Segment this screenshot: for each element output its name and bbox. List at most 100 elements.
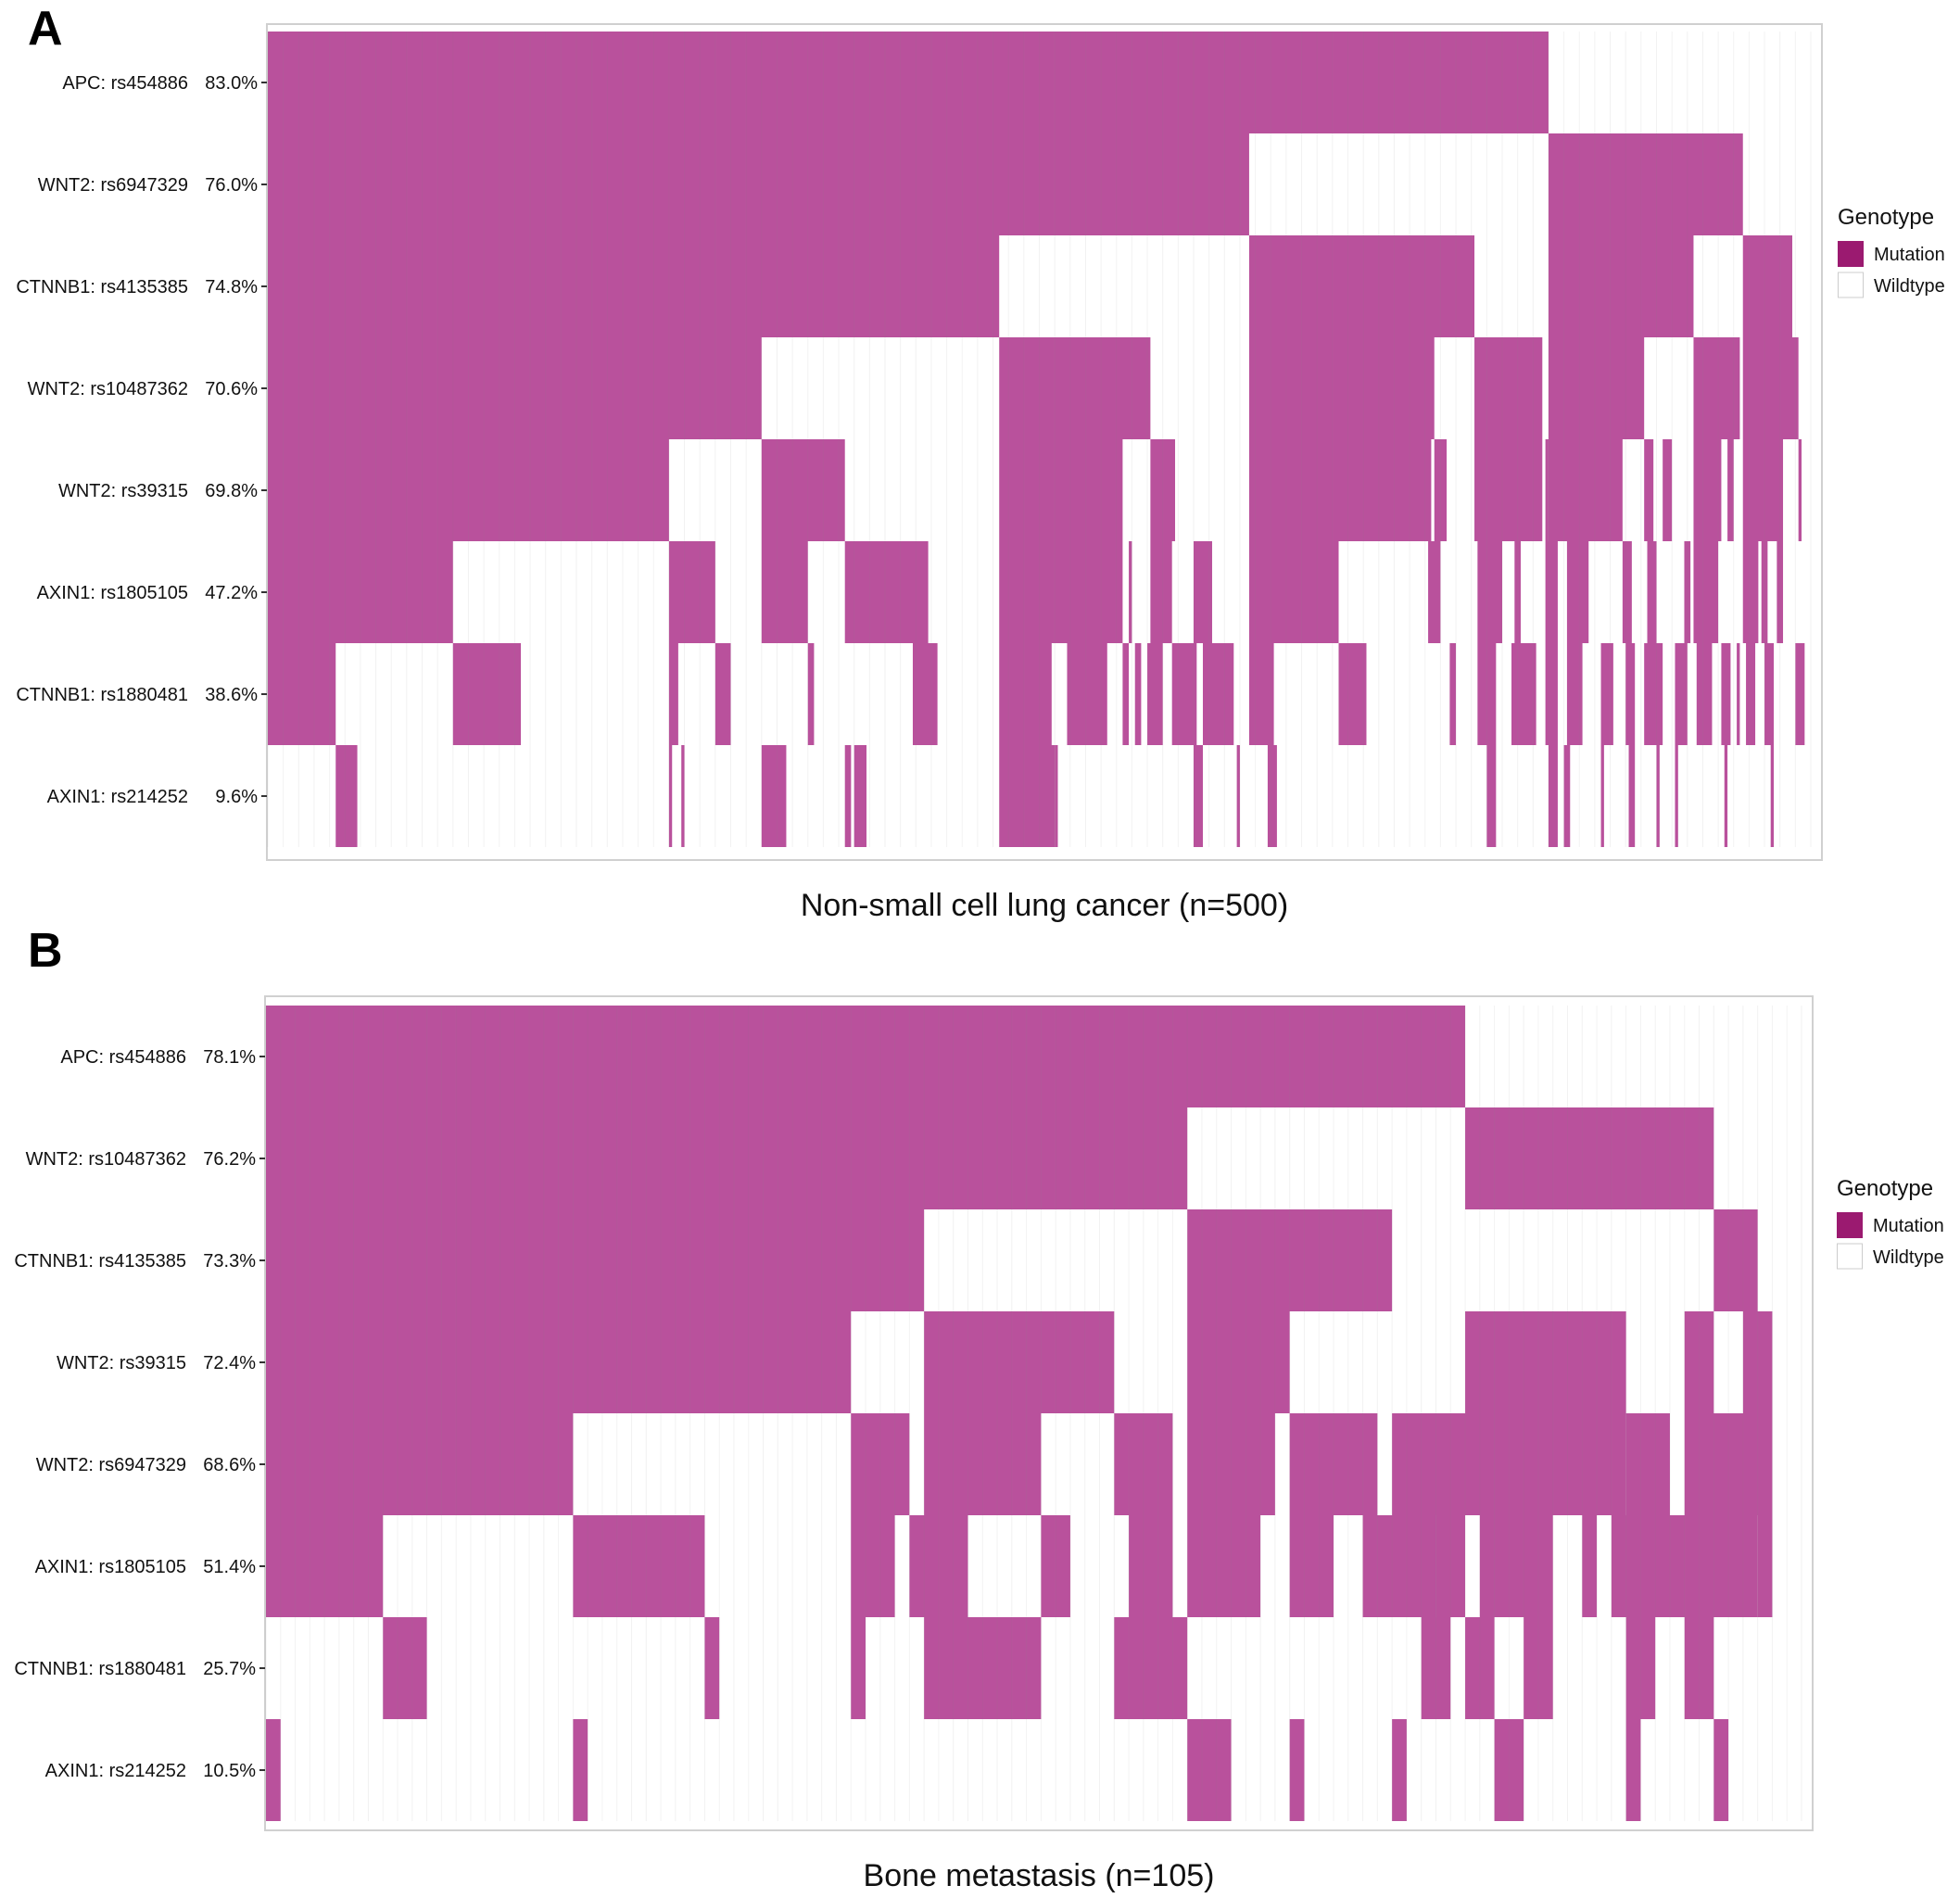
legend-label-wildtype: Wildtype — [1874, 276, 1945, 297]
mutation-block — [1663, 439, 1673, 541]
mutation-block — [1114, 1413, 1173, 1515]
mutation-block — [268, 643, 336, 745]
mutation-block — [1041, 1515, 1070, 1617]
row-label: WNT2: rs39315 — [57, 1353, 186, 1373]
mutation-block — [1055, 745, 1058, 847]
mutation-block — [999, 541, 1123, 643]
row-label: APC: rs454886 — [62, 73, 188, 94]
mutation-block — [1421, 1617, 1451, 1719]
mutation-block — [1693, 337, 1740, 439]
mutation-block — [1742, 439, 1784, 541]
mutation-block — [1600, 643, 1613, 745]
legend-swatch-wildtype — [1837, 1243, 1863, 1270]
mutation-block — [266, 1719, 281, 1821]
mutation-block — [1563, 745, 1571, 847]
mutation-block — [1770, 745, 1775, 847]
mutation-block — [1628, 745, 1636, 847]
row-percent: 25.7% — [203, 1659, 256, 1679]
mutation-block — [1171, 643, 1197, 745]
mutation-block — [335, 745, 358, 847]
mutation-block — [1675, 745, 1678, 847]
row-percent: 74.8% — [205, 277, 258, 297]
mutation-block — [851, 1617, 866, 1719]
mutation-block — [1693, 439, 1722, 541]
mutation-block — [1548, 439, 1623, 541]
mutation-block — [1675, 643, 1688, 745]
mutation-block — [266, 1515, 384, 1617]
row-label: WNT2: rs6947329 — [36, 1455, 186, 1475]
row-percent: 10.5% — [203, 1761, 256, 1781]
mutation-block — [1122, 643, 1130, 745]
row-percent: 70.6% — [205, 379, 258, 399]
mutation-block — [452, 643, 522, 745]
mutation-block — [704, 1617, 720, 1719]
mutation-block — [1338, 643, 1367, 745]
mutation-block — [1644, 439, 1654, 541]
mutation-block — [1724, 745, 1728, 847]
mutation-block — [1625, 1719, 1641, 1821]
mutation-block — [573, 1719, 588, 1821]
mutation-block — [1289, 1413, 1378, 1515]
mutation-block — [268, 235, 1000, 337]
mutation-block — [924, 1617, 1042, 1719]
mutation-block — [1465, 1311, 1626, 1413]
row-label: CTNNB1: rs1880481 — [16, 685, 188, 705]
mutation-block — [1434, 439, 1448, 541]
row-percent: 73.3% — [203, 1251, 256, 1272]
mutation-block — [1727, 439, 1734, 541]
mutation-block — [1625, 1413, 1670, 1515]
mutation-block — [1746, 643, 1756, 745]
mutation-block — [266, 1413, 574, 1515]
mutation-block — [1129, 1515, 1173, 1617]
mutation-block — [268, 337, 762, 439]
column-grid — [267, 32, 1812, 847]
mutation-block — [1545, 643, 1558, 745]
row-label: AXIN1: rs1805105 — [35, 1557, 186, 1577]
row-percent: 72.4% — [203, 1353, 256, 1373]
mutation-block — [1693, 541, 1719, 643]
mutation-block — [1777, 541, 1784, 643]
row-percent: 47.2% — [205, 583, 258, 603]
mutation-block — [1465, 1617, 1495, 1719]
row-label: WNT2: rs39315 — [58, 481, 188, 501]
legend-swatch-mutation — [1838, 241, 1864, 267]
mutation-block — [1134, 643, 1142, 745]
mutation-block — [681, 745, 685, 847]
mutation-block — [761, 745, 787, 847]
mutation-block — [1548, 235, 1694, 337]
mutation-block — [1582, 1515, 1598, 1617]
mutation-block — [1248, 235, 1475, 337]
mutation-block — [1548, 745, 1558, 847]
legend-swatch-wildtype — [1838, 272, 1864, 298]
mutation-block — [1644, 643, 1663, 745]
mutation-block — [1150, 439, 1176, 541]
row-label: AXIN1: rs214252 — [47, 787, 188, 807]
mutation-block — [1129, 541, 1132, 643]
mutation-block — [924, 1311, 1115, 1413]
mutation-block — [1684, 1617, 1714, 1719]
mutation-block — [668, 541, 715, 643]
row-label: AXIN1: rs1805105 — [37, 583, 188, 603]
mutation-block — [1477, 541, 1502, 643]
mutation-block — [1696, 643, 1713, 745]
panel-caption: Bone metastasis (n=105) — [864, 1858, 1215, 1893]
mutation-block — [1428, 541, 1441, 643]
mutation-block — [1545, 541, 1558, 643]
mutation-block — [266, 1311, 852, 1413]
row-label: CTNNB1: rs4135385 — [14, 1251, 186, 1272]
mutation-block — [1362, 1515, 1436, 1617]
mutation-block — [1494, 1719, 1524, 1821]
mutation-block — [1737, 643, 1740, 745]
mutation-block — [1474, 439, 1543, 541]
mutation-block — [268, 32, 1549, 133]
mutation-block — [668, 643, 678, 745]
mutation-block — [999, 337, 1151, 439]
row-label: AXIN1: rs214252 — [45, 1761, 186, 1781]
mutation-block — [1435, 1515, 1466, 1617]
mutation-block — [1067, 643, 1107, 745]
row-label: CTNNB1: rs1880481 — [14, 1659, 186, 1679]
mutation-block — [1392, 1413, 1626, 1515]
mutation-block — [1764, 643, 1775, 745]
mutation-block — [1566, 541, 1589, 643]
